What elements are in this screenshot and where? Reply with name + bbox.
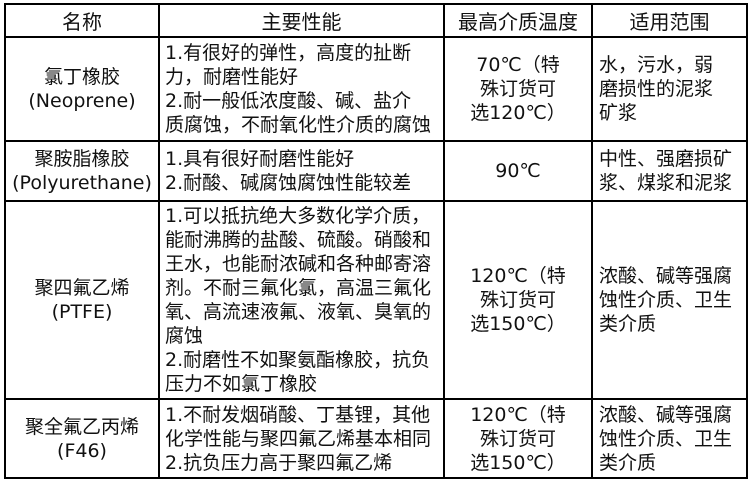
cell-main-performance: 1.可以抵抗绝大多数化学介质， 能耐沸腾的盐酸、硫酸。硝酸和 王水，也能耐浓碱和… — [158, 200, 445, 400]
lining-material-spec-table: 名称 主要性能 最高介质温度 适用范围 氯丁橡胶 (Neoprene) 1.有很… — [4, 3, 748, 479]
performance-item: 1.可以抵抗绝大多数化学介质， 能耐沸腾的盐酸、硫酸。硝酸和 王水，也能耐浓碱和… — [165, 205, 432, 347]
performance-item: 2.耐磨性不如聚氨酯橡胶，抗负 压力不如氯丁橡胶 — [165, 349, 431, 395]
cell-main-performance: 1.具有很好耐磨性能好 2.耐酸、碱腐蚀腐蚀性能较差 — [158, 140, 445, 202]
performance-item: 2.耐酸、碱腐蚀腐蚀性能较差 — [165, 172, 412, 194]
cell-application-range: 浓酸、碱等强腐 蚀性介质、卫生 类介质 — [591, 398, 748, 479]
cell-max-temperature: 120℃（特 殊订货可 选150℃） — [443, 398, 593, 479]
cell-application-range: 水，污水，弱 磨损性的泥浆 矿浆 — [591, 36, 748, 142]
cell-material-name: 聚胺脂橡胶 (Polyurethane) — [4, 140, 160, 202]
table-row-ptfe: 聚四氟乙烯 (PTFE) 1.可以抵抗绝大多数化学介质， 能耐沸腾的盐酸、硫酸。… — [4, 200, 748, 400]
performance-item: 1.不耐发烟硝酸、丁基锂，其他 化学性能与聚四氟乙烯基本相同 — [165, 403, 432, 450]
cell-max-temperature: 90℃ — [443, 140, 593, 202]
cell-material-name: 氯丁橡胶 (Neoprene) — [4, 36, 160, 142]
cell-application-range: 浓酸、碱等强腐 蚀性介质、卫生 类介质 — [591, 200, 748, 400]
column-header-application-range: 适用范围 — [591, 3, 748, 38]
cell-max-temperature: 120℃（特 殊订货可 选150℃） — [443, 200, 593, 400]
column-header-max-medium-temperature: 最高介质温度 — [443, 3, 593, 38]
cell-main-performance: 1.有很好的弹性，高度的扯断 力，耐磨性能好 2.耐一般低浓度酸、碱、盐介 质腐… — [158, 36, 445, 142]
performance-item: 2.抗负压力高于聚四氟乙烯 — [165, 451, 393, 474]
column-header-main-performance: 主要性能 — [158, 3, 445, 38]
cell-max-temperature: 70℃（特 殊订货可 选120℃） — [443, 36, 593, 142]
header-row: 名称 主要性能 最高介质温度 适用范围 — [4, 3, 748, 38]
table-row-polyurethane: 聚胺脂橡胶 (Polyurethane) 1.具有很好耐磨性能好 2.耐酸、碱腐… — [4, 140, 748, 202]
table-row-f46: 聚全氟乙丙烯 (F46) 1.不耐发烟硝酸、丁基锂，其他 化学性能与聚四氟乙烯基… — [4, 398, 748, 479]
performance-item: 2.耐一般低浓度酸、碱、盐介 质腐蚀，不耐氧化性介质的腐蚀 — [165, 90, 432, 136]
cell-application-range: 中性、强磨损矿 浆、煤浆和泥浆 — [591, 140, 748, 202]
performance-item: 1.具有很好耐磨性能好 — [165, 148, 355, 170]
cell-material-name: 聚全氟乙丙烯 (F46) — [4, 398, 160, 479]
table-row-neoprene: 氯丁橡胶 (Neoprene) 1.有很好的弹性，高度的扯断 力，耐磨性能好 2… — [4, 36, 748, 142]
cell-material-name: 聚四氟乙烯 (PTFE) — [4, 200, 160, 400]
cell-main-performance: 1.不耐发烟硝酸、丁基锂，其他 化学性能与聚四氟乙烯基本相同 2.抗负压力高于聚… — [158, 398, 445, 479]
performance-item: 1.有很好的弹性，高度的扯断 力，耐磨性能好 — [165, 42, 412, 88]
column-header-name: 名称 — [4, 3, 160, 38]
